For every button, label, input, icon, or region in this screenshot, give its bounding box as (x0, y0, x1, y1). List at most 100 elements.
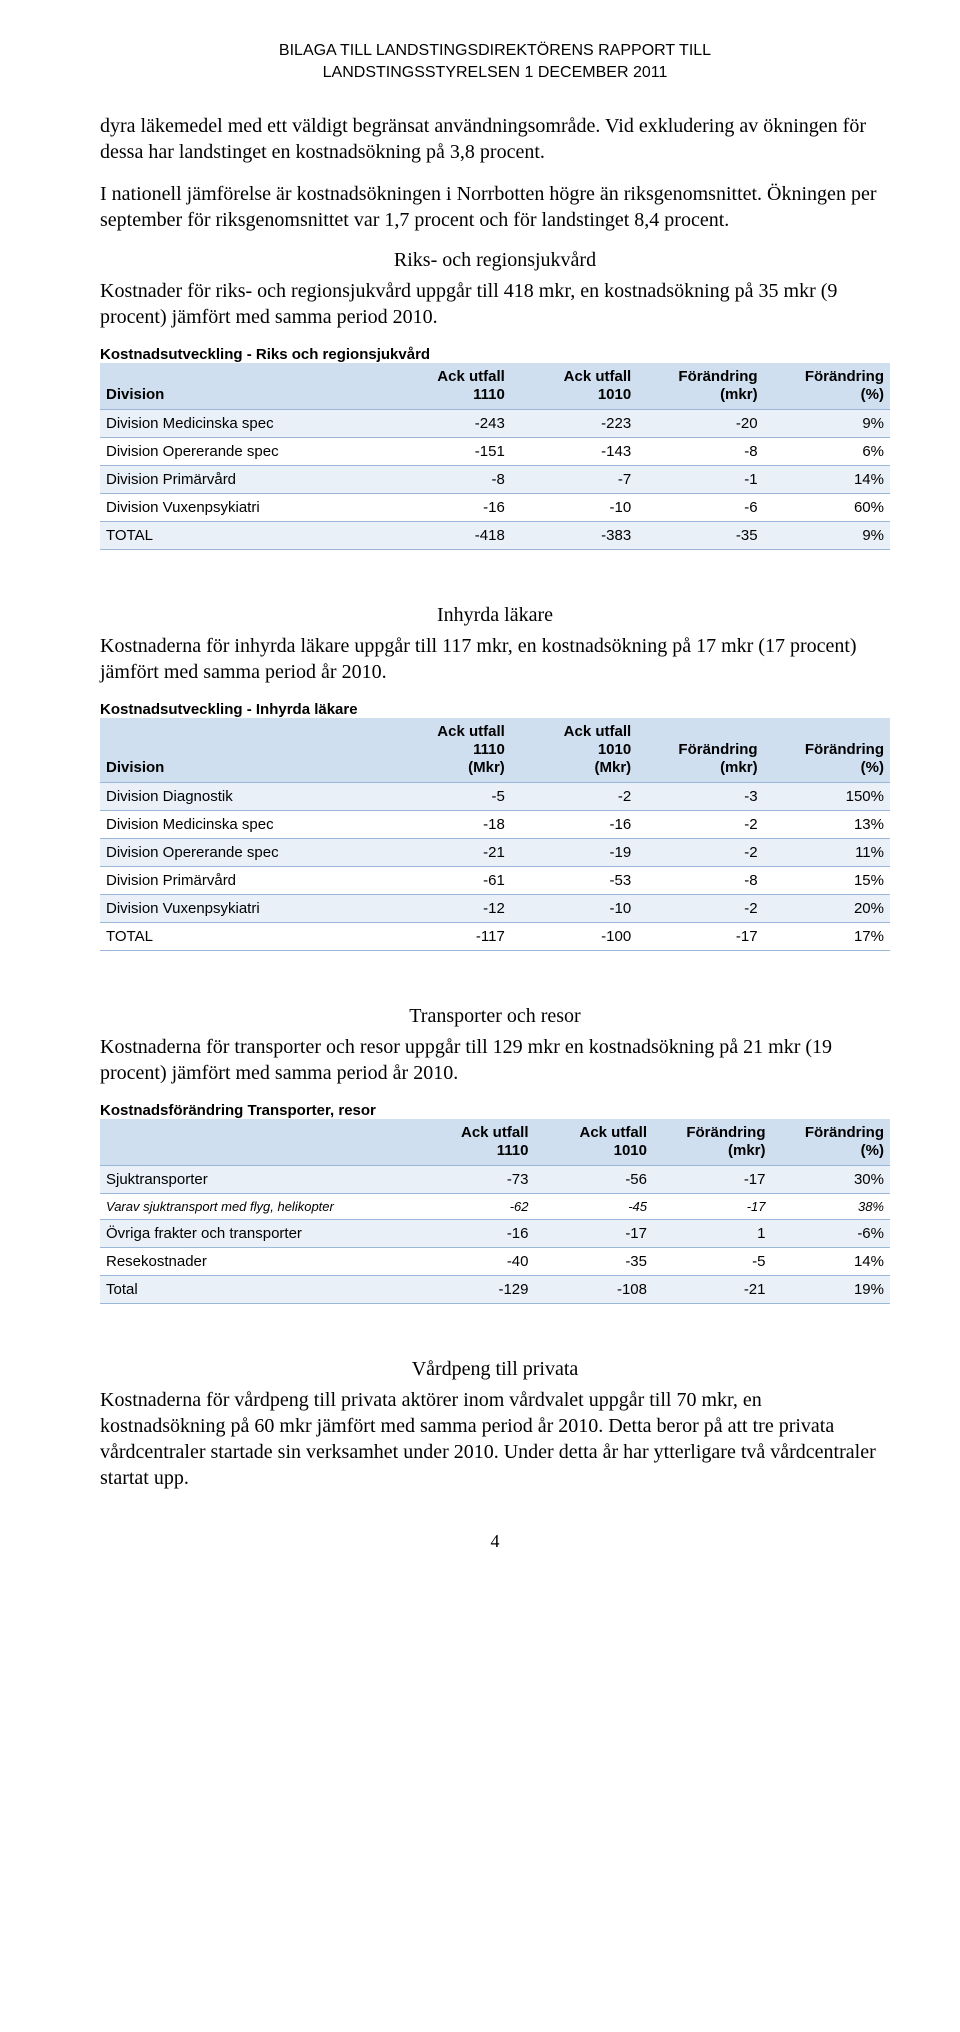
table-cell: 38% (772, 1194, 891, 1220)
table-row: TOTAL-418-383-359% (100, 522, 890, 550)
table-row: Division Diagnostik-5-2-3150% (100, 783, 890, 811)
table-column-header: Förändring(mkr) (653, 1119, 772, 1166)
section2-heading: Inhyrda läkare (100, 604, 890, 627)
table-cell: -1 (637, 466, 763, 494)
header-line2: LANDSTINGSSTYRELSEN 1 DECEMBER 2011 (323, 64, 668, 81)
table-cell: -2 (637, 839, 763, 867)
table-cell: Resekostnader (100, 1248, 416, 1276)
section1-heading: Riks- och regionsjukvård (100, 249, 890, 272)
table-cell: -2 (637, 895, 763, 923)
table-cell: -8 (637, 438, 763, 466)
table-cell: TOTAL (100, 522, 384, 550)
table-row: TOTAL-117-100-1717% (100, 923, 890, 951)
header-line1: BILAGA TILL LANDSTINGSDIREKTÖRENS RAPPOR… (279, 42, 711, 59)
table-row: Varav sjuktransport med flyg, helikopter… (100, 1194, 890, 1220)
table-cell: Division Diagnostik (100, 783, 384, 811)
table-cell: -62 (416, 1194, 535, 1220)
table-cell: -40 (416, 1248, 535, 1276)
table-cell: -8 (637, 867, 763, 895)
table-cell: -5 (384, 783, 510, 811)
table-cell: -16 (511, 811, 637, 839)
table-cell: Division Primärvård (100, 466, 384, 494)
table-cell: -3 (637, 783, 763, 811)
table-cell: 14% (764, 466, 890, 494)
section3-heading: Transporter och resor (100, 1005, 890, 1028)
table-cell: 1 (653, 1220, 772, 1248)
table-column-header: Förändring(%) (772, 1119, 891, 1166)
table-cell: -6% (772, 1220, 891, 1248)
table-cell: -129 (416, 1276, 535, 1304)
table-cell: -383 (511, 522, 637, 550)
table-cell: Division Primärvård (100, 867, 384, 895)
table-cell: 19% (772, 1276, 891, 1304)
table-row: Total-129-108-2119% (100, 1276, 890, 1304)
table-column-header: Ack utfall1110 (416, 1119, 535, 1166)
table-cell: -56 (535, 1166, 654, 1194)
table-column-header: Ack utfall1010 (511, 363, 637, 410)
table-cell: 60% (764, 494, 890, 522)
table-cell: -223 (511, 410, 637, 438)
table-cell: 20% (764, 895, 890, 923)
table-cell: -61 (384, 867, 510, 895)
table-row: Resekostnader-40-35-514% (100, 1248, 890, 1276)
table-column-header: Ack utfall1110(Mkr) (384, 718, 510, 783)
table-cell: 14% (772, 1248, 891, 1276)
table-cell: -10 (511, 494, 637, 522)
table-cell: Övriga frakter och transporter (100, 1220, 416, 1248)
table-cell: -117 (384, 923, 510, 951)
table-cell: Division Vuxenpsykiatri (100, 895, 384, 923)
section1-para: Kostnader för riks- och regionsjukvård u… (100, 278, 890, 330)
table-row: Division Primärvård-8-7-114% (100, 466, 890, 494)
table-column-header (100, 1119, 416, 1166)
section4-heading: Vårdpeng till privata (100, 1358, 890, 1381)
table-cell: -73 (416, 1166, 535, 1194)
table-cell: 9% (764, 522, 890, 550)
table-column-header: Förändring(mkr) (637, 363, 763, 410)
table-cell: -19 (511, 839, 637, 867)
table-cell: -20 (637, 410, 763, 438)
table-cell: -8 (384, 466, 510, 494)
table-cell: -16 (416, 1220, 535, 1248)
table-row: Division Medicinska spec-243-223-209% (100, 410, 890, 438)
table-column-header: Division (100, 718, 384, 783)
table-cell: -243 (384, 410, 510, 438)
table-cell: Varav sjuktransport med flyg, helikopter (100, 1194, 416, 1220)
section3-para: Kostnaderna för transporter och resor up… (100, 1034, 890, 1086)
table-column-header: Förändring(%) (764, 363, 890, 410)
table-cell: Division Medicinska spec (100, 811, 384, 839)
page-number: 4 (100, 1531, 890, 1552)
table-cell: Total (100, 1276, 416, 1304)
table-column-header: Ack utfall1110 (384, 363, 510, 410)
page-header: BILAGA TILL LANDSTINGSDIREKTÖRENS RAPPOR… (100, 40, 890, 83)
table-cell: 150% (764, 783, 890, 811)
table-cell: -10 (511, 895, 637, 923)
table-cell: 6% (764, 438, 890, 466)
table-cell: Division Medicinska spec (100, 410, 384, 438)
table-cell: -45 (535, 1194, 654, 1220)
table-cell: -17 (535, 1220, 654, 1248)
intro-p1: dyra läkemedel med ett väldigt begränsat… (100, 113, 890, 165)
intro-p2: I nationell jämförelse är kostnadsökning… (100, 181, 890, 233)
table2-caption: Kostnadsutveckling - Inhyrda läkare (100, 701, 890, 718)
table-row: Division Vuxenpsykiatri-16-10-660% (100, 494, 890, 522)
table-cell: 15% (764, 867, 890, 895)
table-cell: -7 (511, 466, 637, 494)
table-cell: -53 (511, 867, 637, 895)
table-cell: -151 (384, 438, 510, 466)
table-column-header: Ack utfall1010 (535, 1119, 654, 1166)
table-row: Övriga frakter och transporter-16-171-6% (100, 1220, 890, 1248)
table-cell: -5 (653, 1248, 772, 1276)
table-cell: 30% (772, 1166, 891, 1194)
table-cell: 9% (764, 410, 890, 438)
table-cell: TOTAL (100, 923, 384, 951)
table-cell: -2 (637, 811, 763, 839)
table-cell: 11% (764, 839, 890, 867)
table-column-header: Ack utfall1010(Mkr) (511, 718, 637, 783)
table-cell: -35 (535, 1248, 654, 1276)
table-row: Division Opererande spec-21-19-211% (100, 839, 890, 867)
table-cell: -18 (384, 811, 510, 839)
table3-caption: Kostnadsförändring Transporter, resor (100, 1102, 890, 1119)
table-row: Division Medicinska spec-18-16-213% (100, 811, 890, 839)
section2-para: Kostnaderna för inhyrda läkare uppgår ti… (100, 633, 890, 685)
table-inhyrda-lakare: DivisionAck utfall1110(Mkr)Ack utfall101… (100, 718, 890, 951)
